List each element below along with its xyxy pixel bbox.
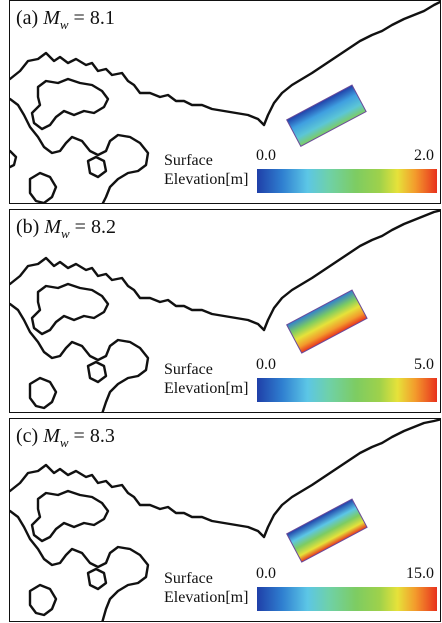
legend-max: 15.0 <box>406 565 434 582</box>
colorbar <box>257 587 437 611</box>
coastline-island-a <box>28 171 58 203</box>
panel-a: (a) Mw = 8.1 Surface Elevation[m] 0.0 2.0 <box>9 0 441 204</box>
coastline-bay-c <box>30 489 110 543</box>
source-region-a <box>286 84 367 147</box>
coastline-inlet-a <box>86 155 108 179</box>
magnitude-symbol: Mw <box>43 425 69 450</box>
panel-b: (b) Mw = 8.2 Surface Elevation[m] 0.0 5.0 <box>9 209 441 413</box>
panel-label-b: (b) Mw = 8.2 <box>16 216 116 241</box>
legend-title: Surface Elevation[m] <box>164 570 249 606</box>
coastline-peninsula-c <box>10 509 150 621</box>
colorbar <box>257 169 437 193</box>
legend-max: 2.0 <box>414 147 434 164</box>
panel-c: (c) Mw = 8.3 Surface Elevation[m] 0.0 15.… <box>9 418 441 622</box>
magnitude-symbol: Mw <box>44 216 70 241</box>
magnitude-symbol: Mw <box>43 7 69 32</box>
coastline-bay-b <box>30 282 110 336</box>
legend-min: 0.0 <box>256 565 276 582</box>
legend-title: Surface Elevation[m] <box>164 152 249 188</box>
coastline-peninsula-b <box>10 302 150 412</box>
colorbar <box>257 378 437 402</box>
coastline-map <box>10 210 440 412</box>
source-region-b <box>286 289 368 354</box>
coastline-main <box>10 1 440 127</box>
coastline-inlet-c <box>86 567 108 591</box>
coastline-island-b <box>28 376 58 410</box>
panel-label-c: (c) Mw = 8.3 <box>16 425 115 450</box>
coastline-island-c <box>28 583 58 617</box>
legend-min: 0.0 <box>256 147 276 164</box>
coastline-map <box>10 1 440 203</box>
coastline-main <box>10 210 440 332</box>
coastline-peninsula-a <box>10 97 150 203</box>
coastline-rocks-a <box>10 149 18 169</box>
legend-title: Surface Elevation[m] <box>164 361 249 397</box>
legend-max: 5.0 <box>414 356 434 373</box>
legend-min: 0.0 <box>256 356 276 373</box>
coastline-bay-a <box>30 77 110 131</box>
panel-label-a: (a) Mw = 8.1 <box>16 7 115 32</box>
coastline-inlet-b <box>86 360 108 384</box>
source-region-c <box>286 498 368 563</box>
coastline-main <box>10 419 440 539</box>
coastline-map <box>10 419 440 621</box>
